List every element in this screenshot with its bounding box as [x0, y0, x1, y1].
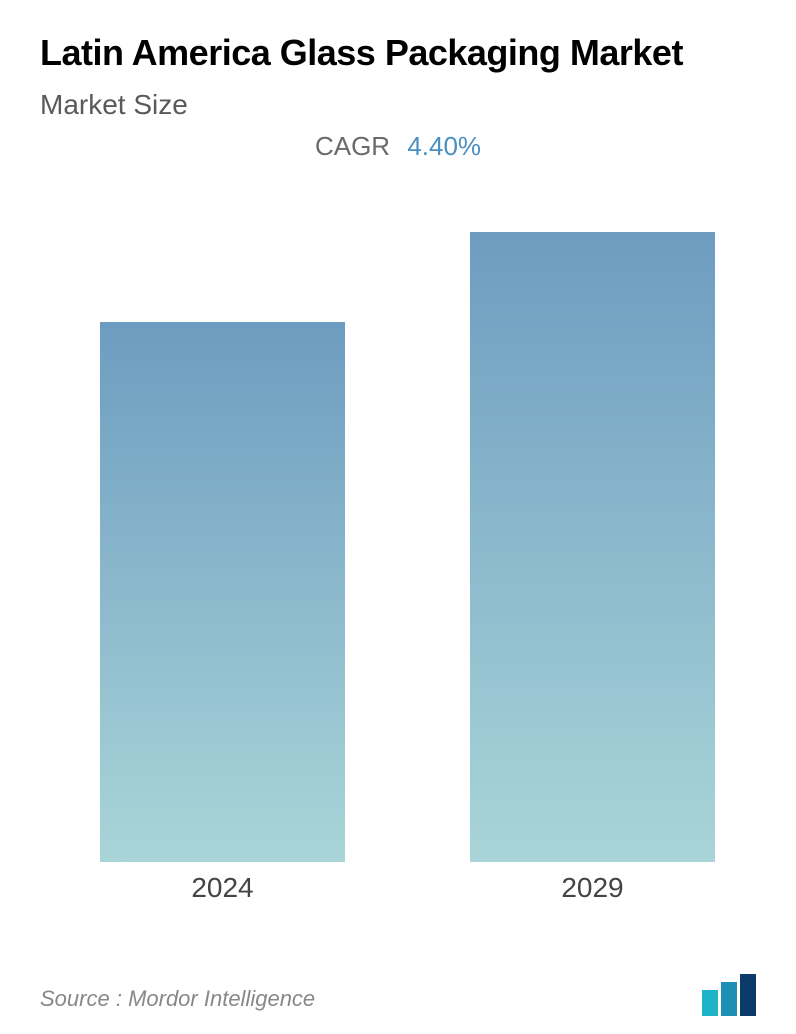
x-label-2024: 2024	[100, 872, 345, 904]
bar-2029	[470, 232, 715, 862]
bar-2024	[100, 322, 345, 862]
x-label-2029: 2029	[470, 872, 715, 904]
source-attribution: Source : Mordor Intelligence	[40, 986, 315, 1012]
chart-container: Latin America Glass Packaging Market Mar…	[0, 0, 796, 1034]
cagr-row: CAGR 4.40%	[40, 131, 756, 162]
logo-bar	[721, 982, 737, 1016]
logo-bar	[740, 974, 756, 1016]
x-axis-labels: 2024 2029	[40, 872, 756, 922]
bar-fill	[470, 232, 715, 862]
logo-bar	[702, 990, 718, 1016]
source-label: Source :	[40, 986, 122, 1011]
cagr-value: 4.40%	[407, 131, 481, 161]
bar-fill	[100, 322, 345, 862]
cagr-label: CAGR	[315, 131, 390, 161]
source-name: Mordor Intelligence	[128, 986, 315, 1011]
brand-logo	[702, 974, 756, 1016]
page-title: Latin America Glass Packaging Market	[40, 30, 756, 75]
page-subtitle: Market Size	[40, 89, 756, 121]
bar-chart	[40, 222, 756, 862]
